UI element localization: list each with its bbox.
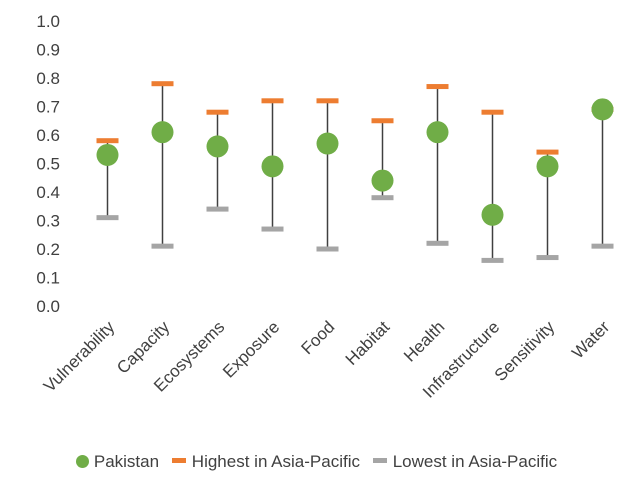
pakistan-point: [316, 132, 339, 155]
legend-item-lowest: Lowest in Asia-Pacific: [372, 452, 558, 472]
x-category-label: Sensitivity: [491, 317, 559, 385]
high-marker: [96, 138, 119, 144]
range-lines: [106, 83, 604, 261]
y-tick-label: 0.2: [36, 240, 60, 259]
legend: Pakistan Highest in Asia-Pacific Lowest …: [0, 452, 633, 472]
series-pakistan: [96, 98, 614, 226]
high-marker: [481, 109, 504, 115]
low-marker: [591, 243, 614, 249]
pakistan-point: [481, 203, 504, 226]
low-marker: [536, 255, 559, 261]
high-marker: [151, 81, 174, 87]
legend-label-lowest: Lowest in Asia-Pacific: [392, 452, 558, 471]
y-tick-label: 0.5: [36, 155, 60, 174]
pakistan-point: [371, 169, 394, 192]
pakistan-point: [426, 121, 449, 144]
y-tick-label: 0.0: [36, 297, 60, 316]
low-marker: [426, 240, 449, 246]
high-marker: [536, 149, 559, 155]
legend-marker-highest: [171, 458, 186, 463]
pakistan-point: [591, 98, 614, 121]
y-tick-label: 0.8: [36, 69, 60, 88]
low-marker: [151, 243, 174, 249]
x-category-label: Health: [400, 317, 448, 365]
y-tick-label: 1.0: [36, 12, 60, 31]
y-tick-label: 0.3: [36, 212, 60, 231]
chart: 0.0 0.1 0.2 0.3 0.4 0.5 0.6 0.7 0.8 0.9 1.0 Vulner…: [36, 12, 614, 402]
pakistan-point: [151, 121, 174, 144]
high-marker: [371, 118, 394, 124]
series-lowest: [96, 195, 614, 263]
low-marker: [481, 257, 504, 263]
legend-item-highest: Highest in Asia-Pacific: [171, 452, 360, 472]
y-tick-label: 0.6: [36, 126, 60, 145]
y-tick-label: 0.4: [36, 183, 60, 202]
low-marker: [371, 195, 394, 201]
y-tick-label: 0.7: [36, 98, 60, 117]
legend-item-pakistan: Pakistan: [75, 452, 160, 472]
legend-marker-lowest: [372, 458, 387, 463]
pakistan-point: [206, 135, 229, 158]
low-marker: [206, 206, 229, 212]
legend-label-pakistan: Pakistan: [93, 452, 160, 471]
pakistan-point: [96, 143, 119, 166]
y-tick-label: 0.9: [36, 41, 60, 60]
x-category-label: Habitat: [342, 317, 394, 369]
x-category-label: Water: [568, 317, 613, 362]
pakistan-point: [536, 155, 559, 178]
low-marker: [261, 226, 284, 232]
pakistan-point: [261, 155, 284, 178]
legend-marker-pakistan: [75, 455, 89, 468]
x-category-label: Vulnerability: [40, 317, 119, 396]
high-marker: [261, 98, 284, 104]
y-tick-label: 0.1: [36, 269, 60, 288]
x-category-label: Exposure: [219, 317, 283, 381]
high-marker: [426, 84, 449, 90]
low-marker: [96, 215, 119, 221]
x-category-label: Food: [297, 317, 338, 358]
low-marker: [316, 246, 339, 252]
series-highest: [96, 81, 614, 155]
y-axis-ticks: 0.0 0.1 0.2 0.3 0.4 0.5 0.6 0.7 0.8 0.9 1.0: [36, 12, 60, 316]
high-marker: [206, 109, 229, 115]
high-marker: [316, 98, 339, 104]
legend-label-highest: Highest in Asia-Pacific: [191, 452, 360, 471]
